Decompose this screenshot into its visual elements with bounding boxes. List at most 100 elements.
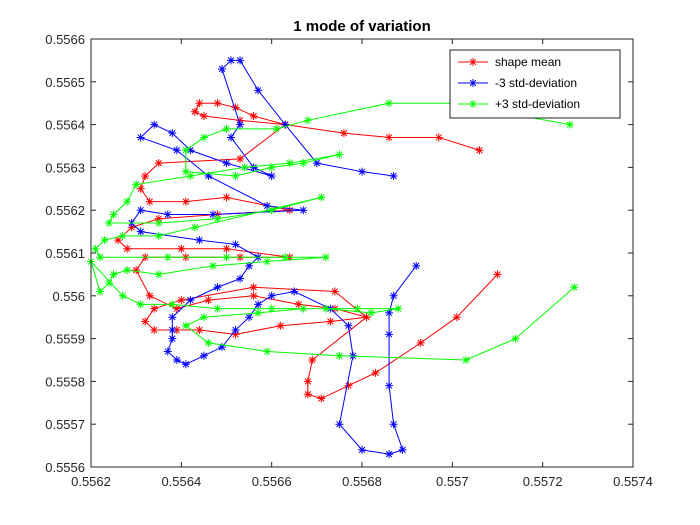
y-tick-label: 0.5556 — [45, 460, 85, 475]
data-point — [204, 296, 213, 305]
data-point — [190, 223, 199, 232]
data-point — [231, 326, 240, 335]
data-point — [154, 231, 163, 240]
data-point — [231, 171, 240, 180]
data-point — [204, 171, 213, 180]
data-point — [358, 445, 366, 454]
data-point — [105, 278, 114, 287]
data-point — [326, 317, 335, 326]
data-point — [385, 450, 394, 459]
data-point — [385, 381, 394, 390]
data-point — [263, 201, 272, 210]
data-point — [199, 112, 208, 121]
data-point — [303, 390, 312, 399]
legend-label: shape mean — [495, 55, 561, 69]
legend-swatch-marker — [469, 100, 477, 108]
data-point — [281, 120, 290, 129]
data-point — [245, 313, 254, 322]
data-point — [267, 291, 276, 300]
x-tick-label: 0.5568 — [342, 474, 382, 489]
data-point — [136, 133, 145, 142]
data-point — [217, 343, 226, 352]
data-point — [195, 99, 204, 108]
legend-label: -3 std-deviation — [495, 76, 577, 90]
data-point — [362, 313, 371, 322]
data-point — [109, 270, 118, 279]
data-point — [294, 300, 303, 309]
data-point — [96, 253, 105, 262]
data-point — [190, 107, 199, 116]
y-tick-label: 0.5558 — [45, 374, 85, 389]
data-point — [267, 163, 276, 172]
data-point — [132, 180, 141, 189]
data-point — [145, 291, 154, 300]
data-point — [227, 133, 236, 142]
data-point — [249, 112, 258, 121]
legend-box — [449, 49, 621, 119]
data-point — [91, 244, 100, 253]
data-point — [227, 56, 236, 65]
data-point — [172, 304, 181, 313]
data-point — [222, 244, 231, 253]
data-point — [208, 261, 217, 270]
data-point — [299, 159, 308, 168]
data-point — [163, 210, 172, 219]
data-point — [217, 64, 226, 73]
legend: shape mean -3 std-deviation +3 std-deviati… — [449, 49, 621, 119]
data-point — [222, 124, 231, 133]
data-point — [186, 146, 195, 155]
data-point — [276, 321, 285, 330]
data-point — [222, 159, 231, 168]
data-point — [385, 133, 394, 142]
data-point — [213, 304, 222, 313]
data-point — [321, 253, 330, 262]
data-point — [511, 334, 520, 343]
y-tick-label: 0.5559 — [45, 332, 85, 347]
y-tick-label: 0.5561 — [45, 246, 85, 261]
data-point — [249, 291, 258, 300]
data-point — [213, 283, 222, 292]
data-point — [249, 163, 258, 172]
data-point — [312, 159, 321, 168]
data-point — [367, 308, 376, 317]
data-point — [330, 287, 339, 296]
data-point — [132, 266, 141, 275]
chart-title: 1 mode of variation — [293, 18, 431, 35]
x-axis-ticks: 0.5562 0.5564 0.5566 0.5568 0.557 0.5572 0.557… — [71, 39, 653, 489]
y-tick-label: 0.5563 — [45, 160, 85, 175]
data-point — [181, 167, 190, 176]
data-point — [335, 420, 344, 429]
data-point — [254, 308, 263, 317]
data-point — [168, 313, 177, 322]
data-point — [154, 214, 163, 223]
data-point — [303, 116, 312, 125]
data-point — [123, 266, 132, 275]
data-point — [231, 330, 240, 339]
y-tick-label: 0.5557 — [45, 417, 85, 432]
data-point — [181, 197, 190, 206]
data-point — [231, 103, 240, 112]
data-point — [222, 193, 231, 202]
data-point — [371, 368, 380, 377]
data-point — [123, 197, 132, 206]
data-point — [236, 56, 245, 65]
legend-swatch-marker — [469, 58, 477, 66]
data-point — [317, 394, 326, 403]
data-point — [236, 274, 245, 283]
data-point — [358, 167, 366, 176]
data-point — [136, 184, 145, 193]
data-point — [452, 313, 461, 322]
series-layer — [87, 56, 579, 459]
data-point — [339, 129, 348, 138]
data-point — [231, 240, 240, 249]
data-point — [389, 171, 398, 180]
data-point — [145, 197, 154, 206]
data-point — [385, 330, 394, 339]
data-point — [163, 347, 172, 356]
data-point — [389, 291, 398, 300]
data-point — [136, 300, 145, 309]
data-point — [344, 321, 353, 330]
data-point — [461, 356, 470, 364]
data-point — [118, 291, 127, 300]
